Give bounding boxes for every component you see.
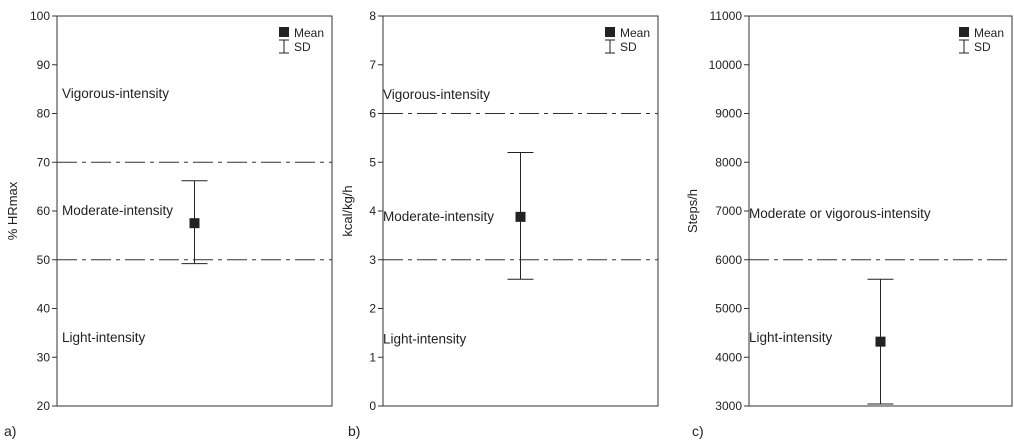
zone-label: Light-intensity <box>383 332 467 347</box>
y-axis-title: kcal/kg/h <box>340 185 355 236</box>
y-axis-title: Steps/h <box>685 189 700 233</box>
zone-label: Moderate or vigorous-intensity <box>749 206 931 221</box>
zone-label: Vigorous-intensity <box>62 86 169 101</box>
zone-label: Moderate-intensity <box>383 209 494 224</box>
mean-marker <box>875 336 886 347</box>
legend-mean-label: Mean <box>294 26 324 40</box>
panel-a: 20 30 40 50 60 70 80 90 100 % HRmax Vigorous-inten… <box>4 9 333 439</box>
mean-marker <box>515 211 526 222</box>
y-tick-label: 4000 <box>715 350 742 364</box>
y-tick-label: 7 <box>369 58 376 72</box>
y-tick-label: 100 <box>30 9 50 23</box>
legend-mean-swatch <box>959 27 969 37</box>
legend-mean-label: Mean <box>974 26 1004 40</box>
y-tick-label: 8000 <box>715 155 742 169</box>
zone-label: Light-intensity <box>62 330 146 345</box>
y-tick-label: 6000 <box>715 253 742 267</box>
y-tick-label: 6 <box>369 107 376 121</box>
y-tick-label: 40 <box>37 302 51 316</box>
legend-sd-label: SD <box>974 40 991 54</box>
y-tick-label: 9000 <box>715 107 742 121</box>
y-tick-label: 11000 <box>710 9 743 23</box>
y-tick-label: 3 <box>369 253 376 267</box>
panel-b: 0 1 2 3 4 5 6 7 8 kcal/kg/h Vigorous-intensity Mode… <box>340 9 659 439</box>
y-tick-label: 5000 <box>715 302 742 316</box>
zone-label: Moderate-intensity <box>62 203 173 218</box>
y-tick-label: 4 <box>369 204 376 218</box>
y-tick-label: 30 <box>37 350 51 364</box>
zone-label: Vigorous-intensity <box>383 87 490 102</box>
panel-c: 3000 4000 5000 6000 7000 8000 9000 10000 11000 St… <box>685 9 1013 439</box>
y-tick-label: 20 <box>37 399 51 413</box>
y-tick-label: 0 <box>369 399 376 413</box>
legend-mean-swatch <box>279 27 289 37</box>
zone-label: Light-intensity <box>749 330 833 345</box>
y-tick-label: 1 <box>369 350 376 364</box>
y-tick-label: 60 <box>37 204 51 218</box>
y-tick-label: 90 <box>37 58 51 72</box>
y-tick-label: 80 <box>37 107 51 121</box>
y-tick-label: 2 <box>369 302 376 316</box>
y-tick-label: 7000 <box>715 204 742 218</box>
mean-marker <box>189 218 200 229</box>
y-axis-title: % HRmax <box>5 181 20 240</box>
panel-label: c) <box>692 423 704 439</box>
legend-mean-label: Mean <box>620 26 650 40</box>
legend-mean-swatch <box>605 27 615 37</box>
y-tick-label: 3000 <box>715 399 742 413</box>
legend-sd-label: SD <box>620 40 637 54</box>
y-tick-label: 8 <box>369 9 376 23</box>
legend-sd-label: SD <box>294 40 311 54</box>
y-tick-label: 50 <box>37 253 51 267</box>
y-tick-label: 70 <box>37 155 51 169</box>
panel-label: b) <box>348 423 360 439</box>
y-tick-label: 10000 <box>709 58 743 72</box>
y-tick-label: 5 <box>369 155 376 169</box>
panel-label: a) <box>4 423 16 439</box>
